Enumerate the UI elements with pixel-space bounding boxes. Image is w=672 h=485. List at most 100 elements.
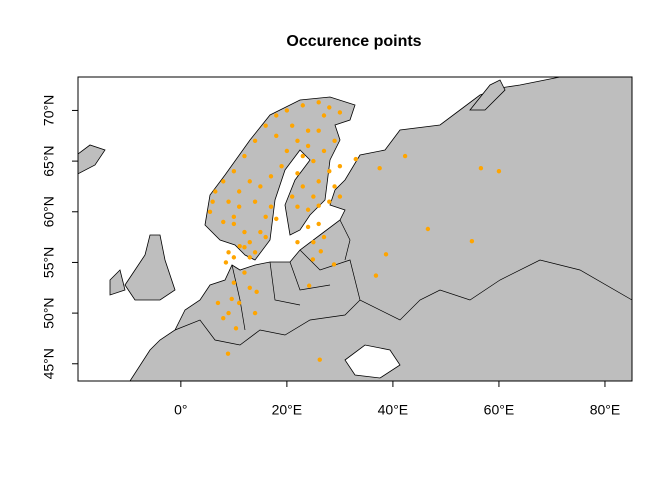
- occurrence-point: [310, 257, 316, 262]
- occurrence-point: [237, 244, 242, 249]
- occurrence-point: [236, 204, 242, 209]
- occurrence-point: [469, 238, 475, 244]
- occurrence-point: [231, 255, 237, 260]
- occurrence-point: [231, 169, 237, 174]
- occurrence-point: [247, 285, 252, 290]
- occurrence-point: [402, 153, 408, 159]
- occurrence-point: [284, 108, 290, 113]
- occurrence-point: [263, 214, 268, 220]
- occurrence-point: [316, 179, 321, 184]
- x-tick-label: 20°E: [272, 402, 303, 418]
- occurrence-point: [425, 226, 431, 232]
- occurrence-point: [300, 103, 305, 108]
- plot-frame: [77, 76, 633, 382]
- occurrence-point: [225, 351, 231, 356]
- occurrence-point: [242, 229, 247, 235]
- occurrence-point: [373, 273, 379, 278]
- y-tick-label: 60°N: [41, 196, 57, 227]
- occurrence-point: [279, 163, 284, 169]
- occurrence-point: [311, 194, 316, 199]
- occurrence-point: [295, 171, 300, 176]
- black-sea: [344, 344, 401, 379]
- occurrence-point: [242, 245, 247, 250]
- occurrence-point: [321, 148, 327, 154]
- occurrence-point: [327, 169, 332, 174]
- occurrence-point: [295, 138, 300, 144]
- y-tick-label: 55°N: [41, 247, 57, 278]
- occurrence-point: [327, 105, 332, 110]
- occurrence-point: [236, 189, 242, 194]
- ireland: [109, 269, 126, 296]
- y-tick-label: 45°N: [41, 348, 57, 379]
- occurrence-point: [229, 296, 234, 302]
- occurrence-point: [496, 169, 502, 174]
- occurrence-point: [231, 280, 237, 285]
- occurrence-point: [305, 207, 311, 212]
- occurrence-point: [332, 184, 337, 189]
- occurrence-point: [337, 163, 343, 169]
- occurrence-point: [306, 283, 312, 288]
- occurrence-point: [252, 250, 258, 255]
- britain: [124, 234, 176, 301]
- occurrence-point: [242, 153, 247, 159]
- occurrence-point: [321, 113, 327, 118]
- occurrence-point: [268, 204, 274, 209]
- occurrence-point: [221, 179, 226, 184]
- occurrence-point: [221, 315, 226, 321]
- occurrence-point: [213, 189, 218, 194]
- occurrence-point: [316, 203, 321, 208]
- occurrence-point: [258, 184, 263, 189]
- occurrence-point: [252, 138, 258, 144]
- occurrence-point: [478, 166, 484, 171]
- occurrence-point: [316, 100, 321, 105]
- scandinavia: [204, 96, 356, 261]
- occurrence-point: [321, 234, 327, 240]
- occurrence-point: [226, 250, 231, 255]
- occurrence-point: [331, 262, 337, 267]
- eurasia: [129, 77, 632, 381]
- occurrence-point: [221, 219, 226, 225]
- occurrence-point: [284, 148, 290, 154]
- occurrence-point: [236, 300, 242, 306]
- x-tick-label: 60°E: [484, 402, 515, 418]
- occurrence-point: [311, 158, 316, 164]
- occurrence-point: [274, 133, 279, 138]
- occurrence-point: [252, 199, 258, 204]
- occurrence-point: [300, 153, 305, 159]
- occurrence-point: [247, 255, 252, 260]
- occurrence-point: [305, 224, 311, 230]
- x-tick-label: 40°E: [378, 402, 409, 418]
- occurrence-point: [247, 179, 252, 184]
- y-tick-label: 50°N: [41, 297, 57, 328]
- occurrence-point: [316, 128, 321, 133]
- occurrence-point: [231, 214, 237, 220]
- occurrence-point: [210, 199, 215, 204]
- occurrence-point: [295, 204, 300, 209]
- occurrence-point: [274, 113, 279, 118]
- occurrence-point: [300, 184, 305, 189]
- occurrence-point: [337, 110, 343, 115]
- occurrence-point: [327, 199, 332, 204]
- greenland: [78, 144, 106, 175]
- occurrence-point: [207, 209, 213, 214]
- occurrence-point: [311, 239, 316, 245]
- occurrence-point: [258, 229, 263, 235]
- occurrence-point: [215, 300, 221, 306]
- occurrence-point: [252, 310, 258, 316]
- occurrence-point: [305, 128, 311, 133]
- y-tick-label: 65°N: [41, 145, 57, 176]
- x-tick-label: 80°E: [590, 402, 621, 418]
- occurrence-point: [231, 221, 237, 227]
- occurrence-point: [317, 357, 322, 362]
- occurrence-point: [353, 156, 358, 162]
- x-tick-label: 0°: [174, 402, 187, 418]
- occurrence-point: [223, 260, 229, 265]
- occurrence-point: [316, 221, 321, 227]
- occurrence-point: [305, 143, 311, 149]
- occurrence-point: [247, 239, 252, 245]
- occurrence-point: [337, 194, 343, 199]
- occurrence-point: [242, 270, 247, 275]
- occurrence-point: [226, 199, 231, 204]
- occurrence-point: [383, 252, 389, 257]
- occurrence-point: [263, 234, 268, 240]
